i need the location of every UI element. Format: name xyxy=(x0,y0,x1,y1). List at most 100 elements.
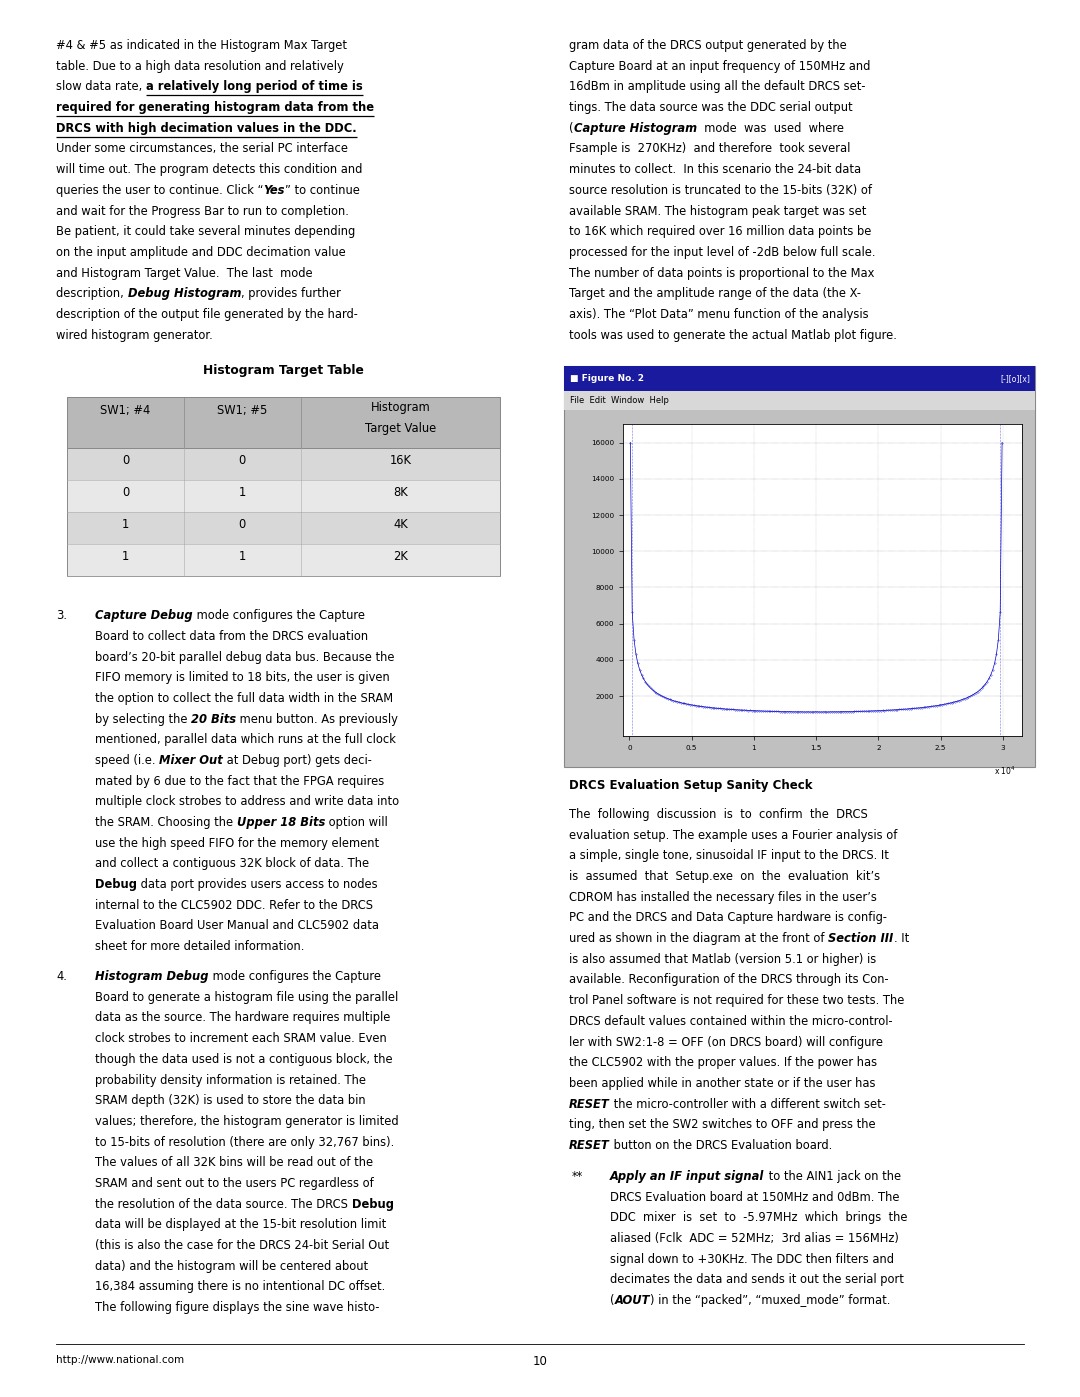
Text: mated by 6 due to the fact that the FPGA requires: mated by 6 due to the fact that the FPGA… xyxy=(95,775,384,788)
Text: SRAM and sent out to the users PC regardless of: SRAM and sent out to the users PC regard… xyxy=(95,1176,374,1190)
Text: description of the output file generated by the hard-: description of the output file generated… xyxy=(56,307,359,321)
Text: option will: option will xyxy=(325,816,388,828)
Text: 8K: 8K xyxy=(393,486,408,499)
Text: though the data used is not a contiguous block, the: though the data used is not a contiguous… xyxy=(95,1053,393,1066)
Text: Histogram: Histogram xyxy=(370,401,430,414)
Text: the resolution of the data source. The DRCS: the resolution of the data source. The D… xyxy=(95,1197,351,1211)
Text: 4K: 4K xyxy=(393,518,408,531)
Text: PC and the DRCS and Data Capture hardware is config-: PC and the DRCS and Data Capture hardwar… xyxy=(569,911,887,925)
Text: Debug: Debug xyxy=(95,879,137,891)
Text: , provides further: , provides further xyxy=(241,288,341,300)
Text: by selecting the: by selecting the xyxy=(95,712,191,725)
Text: Section III: Section III xyxy=(828,932,893,946)
Text: button on the DRCS Evaluation board.: button on the DRCS Evaluation board. xyxy=(610,1139,833,1153)
Text: http://www.national.com: http://www.national.com xyxy=(56,1355,185,1365)
Text: 10: 10 xyxy=(532,1355,548,1368)
Text: available SRAM. The histogram peak target was set: available SRAM. The histogram peak targe… xyxy=(569,204,866,218)
Text: ” to continue: ” to continue xyxy=(285,184,360,197)
Text: 0: 0 xyxy=(122,486,129,499)
Text: DRCS Evaluation Setup Sanity Check: DRCS Evaluation Setup Sanity Check xyxy=(569,780,812,792)
Text: is  assumed  that  Setup.exe  on  the  evaluation  kit’s: is assumed that Setup.exe on the evaluat… xyxy=(569,870,880,883)
Text: clock strobes to increment each SRAM value. Even: clock strobes to increment each SRAM val… xyxy=(95,1032,387,1045)
Text: 0: 0 xyxy=(239,518,246,531)
Text: the CLC5902 with the proper values. If the power has: the CLC5902 with the proper values. If t… xyxy=(569,1056,877,1069)
Bar xyxy=(67,513,500,545)
Text: and wait for the Progress Bar to run to completion.: and wait for the Progress Bar to run to … xyxy=(56,204,349,218)
Text: data as the source. The hardware requires multiple: data as the source. The hardware require… xyxy=(95,1011,390,1024)
Text: minutes to collect.  In this scenario the 24-bit data: minutes to collect. In this scenario the… xyxy=(569,163,861,176)
Text: processed for the input level of -2dB below full scale.: processed for the input level of -2dB be… xyxy=(569,246,876,258)
Text: signal down to +30KHz. The DDC then filters and: signal down to +30KHz. The DDC then filt… xyxy=(610,1253,894,1266)
Bar xyxy=(564,366,1035,767)
Text: Fsample is  270KHz)  and therefore  took several: Fsample is 270KHz) and therefore took se… xyxy=(569,142,851,155)
Text: the SRAM. Choosing the: the SRAM. Choosing the xyxy=(95,816,237,828)
Text: values; therefore, the histogram generator is limited: values; therefore, the histogram generat… xyxy=(95,1115,399,1127)
Text: Yes: Yes xyxy=(264,184,285,197)
Text: use the high speed FIFO for the memory element: use the high speed FIFO for the memory e… xyxy=(95,837,379,849)
Text: table. Due to a high data resolution and relatively: table. Due to a high data resolution and… xyxy=(56,60,343,73)
Text: aliased (Fclk  ADC = 52MHz;  3rd alias = 156MHz): aliased (Fclk ADC = 52MHz; 3rd alias = 1… xyxy=(610,1232,899,1245)
Text: The values of all 32K bins will be read out of the: The values of all 32K bins will be read … xyxy=(95,1157,374,1169)
Text: SRAM depth (32K) is used to store the data bin: SRAM depth (32K) is used to store the da… xyxy=(95,1094,366,1108)
Text: . It: . It xyxy=(893,932,908,946)
Text: FIFO memory is limited to 18 bits, the user is given: FIFO memory is limited to 18 bits, the u… xyxy=(95,672,390,685)
Text: Mixer Out: Mixer Out xyxy=(159,754,222,767)
Text: Capture Debug: Capture Debug xyxy=(95,609,192,622)
Text: a relatively long period of time is: a relatively long period of time is xyxy=(146,81,363,94)
Text: 16dBm in amplitude using all the default DRCS set-: 16dBm in amplitude using all the default… xyxy=(569,81,866,94)
Text: The  following  discussion  is  to  confirm  the  DRCS: The following discussion is to confirm t… xyxy=(569,807,868,821)
Text: source resolution is truncated to the 15-bits (32K) of: source resolution is truncated to the 15… xyxy=(569,184,873,197)
Text: is also assumed that Matlab (version 5.1 or higher) is: is also assumed that Matlab (version 5.1… xyxy=(569,953,876,965)
Text: 2K: 2K xyxy=(393,550,408,563)
Text: Upper 18 Bits: Upper 18 Bits xyxy=(237,816,325,828)
Text: decimates the data and sends it out the serial port: decimates the data and sends it out the … xyxy=(610,1273,904,1287)
Text: DRCS Evaluation board at 150MHz and 0dBm. The: DRCS Evaluation board at 150MHz and 0dBm… xyxy=(610,1190,900,1204)
Text: Debug: Debug xyxy=(352,1197,393,1211)
Text: 0: 0 xyxy=(122,454,129,467)
Text: 1: 1 xyxy=(239,486,246,499)
Text: internal to the CLC5902 DDC. Refer to the DRCS: internal to the CLC5902 DDC. Refer to th… xyxy=(95,898,373,912)
Text: ■ Figure No. 2: ■ Figure No. 2 xyxy=(570,374,645,383)
Text: to 16K which required over 16 million data points be: to 16K which required over 16 million da… xyxy=(569,225,872,239)
Text: the option to collect the full data width in the SRAM: the option to collect the full data widt… xyxy=(95,692,393,705)
Text: ting, then set the SW2 switches to OFF and press the: ting, then set the SW2 switches to OFF a… xyxy=(569,1118,876,1132)
Text: data port provides users access to nodes: data port provides users access to nodes xyxy=(137,879,378,891)
Text: mode configures the Capture: mode configures the Capture xyxy=(208,970,380,983)
Text: Target and the amplitude range of the data (the X-: Target and the amplitude range of the da… xyxy=(569,288,861,300)
Text: Under some circumstances, the serial PC interface: Under some circumstances, the serial PC … xyxy=(56,142,348,155)
Text: DRCS with high decimation values in the DDC.: DRCS with high decimation values in the … xyxy=(56,122,356,136)
Text: will time out. The program detects this condition and: will time out. The program detects this … xyxy=(56,163,363,176)
Text: Evaluation Board User Manual and CLC5902 data: Evaluation Board User Manual and CLC5902… xyxy=(95,919,379,932)
Text: AOUT: AOUT xyxy=(615,1294,650,1308)
Text: description,: description, xyxy=(56,288,127,300)
Text: (: ( xyxy=(569,122,573,136)
Bar xyxy=(564,391,1035,411)
Text: at Debug port) gets deci-: at Debug port) gets deci- xyxy=(222,754,372,767)
Text: mode configures the Capture: mode configures the Capture xyxy=(192,609,365,622)
Text: mode  was  used  where: mode was used where xyxy=(697,122,843,136)
Text: Board to generate a histogram file using the parallel: Board to generate a histogram file using… xyxy=(95,990,399,1004)
Text: probability density information is retained. The: probability density information is retai… xyxy=(95,1073,366,1087)
Text: SW1; #5: SW1; #5 xyxy=(217,405,268,418)
Text: to 15-bits of resolution (there are only 32,767 bins).: to 15-bits of resolution (there are only… xyxy=(95,1136,394,1148)
Text: trol Panel software is not required for these two tests. The: trol Panel software is not required for … xyxy=(569,995,905,1007)
Text: Board to collect data from the DRCS evaluation: Board to collect data from the DRCS eval… xyxy=(95,630,368,643)
Text: DRCS default values contained within the micro-control-: DRCS default values contained within the… xyxy=(569,1014,893,1028)
Text: DDC  mixer  is  set  to  -5.97MHz  which  brings  the: DDC mixer is set to -5.97MHz which bring… xyxy=(610,1211,907,1224)
Text: and collect a contiguous 32K block of data. The: and collect a contiguous 32K block of da… xyxy=(95,858,369,870)
Text: (: ( xyxy=(610,1294,615,1308)
Text: RESET: RESET xyxy=(569,1139,610,1153)
Text: 1: 1 xyxy=(239,550,246,563)
Text: 16K: 16K xyxy=(390,454,411,467)
Text: axis). The “Plot Data” menu function of the analysis: axis). The “Plot Data” menu function of … xyxy=(569,307,868,321)
Text: 3.: 3. xyxy=(56,609,67,622)
Text: tools was used to generate the actual Matlab plot figure.: tools was used to generate the actual Ma… xyxy=(569,328,897,342)
Text: ured as shown in the diagram at the front of: ured as shown in the diagram at the fron… xyxy=(569,932,828,946)
Text: ler with SW2:1-8 = OFF (on DRCS board) will configure: ler with SW2:1-8 = OFF (on DRCS board) w… xyxy=(569,1035,883,1049)
Text: tings. The data source was the DDC serial output: tings. The data source was the DDC seria… xyxy=(569,101,853,115)
Text: Target Value: Target Value xyxy=(365,422,436,434)
Text: RESET: RESET xyxy=(569,1098,610,1111)
Text: mentioned, parallel data which runs at the full clock: mentioned, parallel data which runs at t… xyxy=(95,733,396,746)
Text: to the AIN1 jack on the: to the AIN1 jack on the xyxy=(765,1169,901,1183)
Text: the micro-controller with a different switch set-: the micro-controller with a different sw… xyxy=(610,1098,886,1111)
